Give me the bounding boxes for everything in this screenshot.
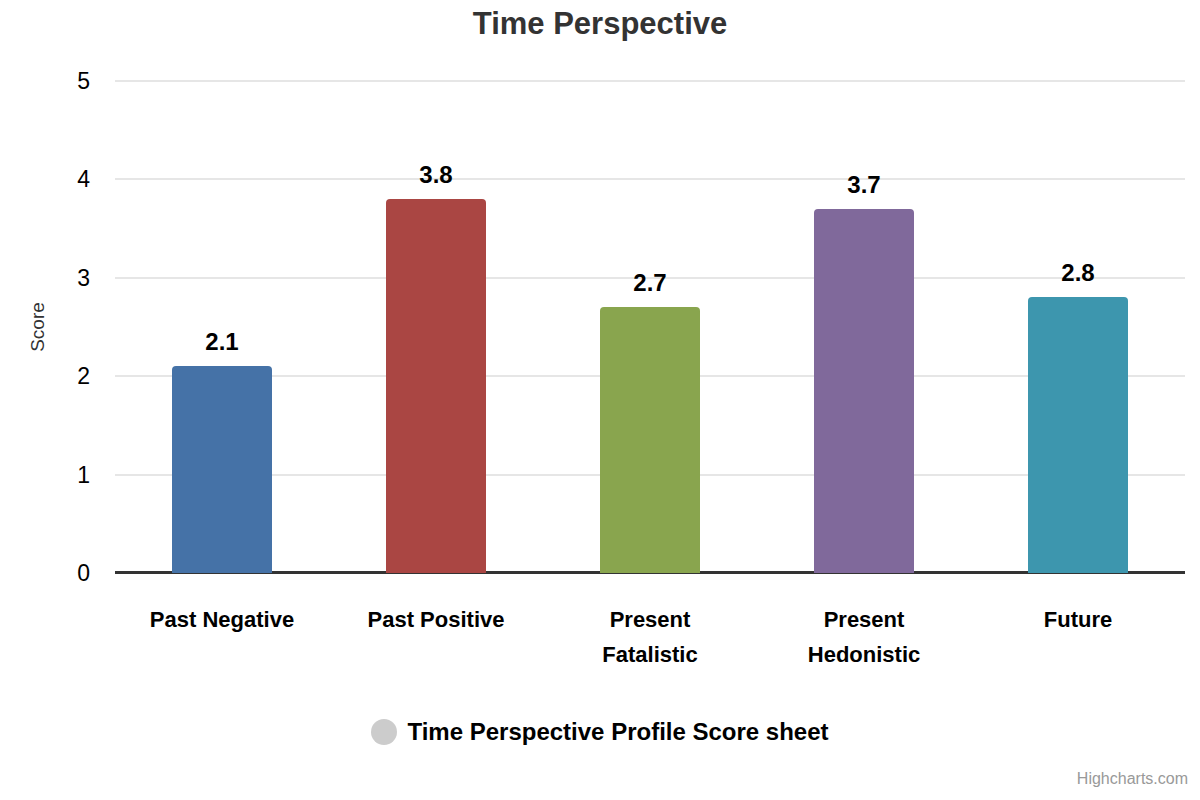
x-tick-label-present-fatalistic: Present Fatalistic: [560, 602, 740, 672]
bar-past-positive[interactable]: [386, 199, 486, 573]
x-tick-label-past-negative: Past Negative: [132, 602, 312, 637]
data-label-future: 2.8: [1008, 261, 1148, 285]
highcharts-credits-link[interactable]: Highcharts.com: [1077, 770, 1188, 788]
y-tick-label-3: 3: [0, 267, 90, 290]
bar-past-negative[interactable]: [172, 366, 272, 573]
legend-marker-icon: [371, 719, 397, 745]
y-tick-label-5: 5: [0, 70, 90, 93]
legend-label: Time Perspective Profile Score sheet: [407, 718, 828, 746]
bar-present-hedonistic[interactable]: [814, 209, 914, 573]
data-label-past-negative: 2.1: [152, 330, 292, 354]
bar-present-fatalistic[interactable]: [600, 307, 700, 573]
y-tick-label-2: 2: [0, 365, 90, 388]
bar-future[interactable]: [1028, 297, 1128, 573]
x-tick-label-past-positive: Past Positive: [346, 602, 526, 637]
y-axis-title: Score: [27, 302, 49, 352]
gridline-y-4: [115, 178, 1185, 180]
x-tick-label-present-hedonistic: Present Hedonistic: [774, 602, 954, 672]
data-label-past-positive: 3.8: [366, 163, 506, 187]
x-tick-label-future: Future: [988, 602, 1168, 637]
data-label-present-fatalistic: 2.7: [580, 271, 720, 295]
y-tick-label-0: 0: [0, 562, 90, 585]
gridline-y-5: [115, 80, 1185, 82]
chart-title: Time Perspective: [0, 6, 1200, 42]
chart-container: Time Perspective Score Time Perspective …: [0, 0, 1200, 800]
data-label-present-hedonistic: 3.7: [794, 173, 934, 197]
plot-area: [115, 81, 1185, 573]
y-tick-label-4: 4: [0, 168, 90, 191]
y-tick-label-1: 1: [0, 464, 90, 487]
legend-item[interactable]: Time Perspective Profile Score sheet: [0, 718, 1200, 746]
